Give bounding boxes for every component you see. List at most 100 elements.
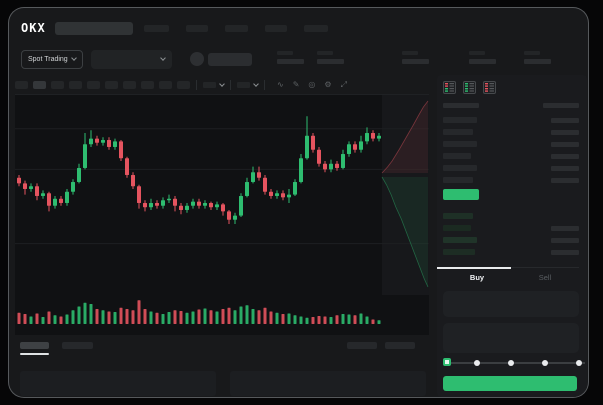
ask-amount-bar [551,141,579,147]
line-style-icon[interactable]: ∿ [277,79,284,89]
timeframe-button-5[interactable] [87,80,100,89]
header-stat-1 [277,51,304,64]
bid-price-bar [443,213,473,219]
orderbook-view-combined-icon[interactable] [443,80,456,94]
buy-sell-tabs: Buy Sell [437,267,579,287]
stat-value [524,59,551,64]
ask-price-bar [443,153,471,159]
ask-amount-bar [551,177,579,183]
nav-item-1[interactable] [143,24,169,32]
ask-row[interactable] [443,126,579,138]
amount-slider[interactable] [443,357,585,369]
bid-row[interactable] [443,234,579,246]
okx-logo: OKX [21,21,46,35]
buy-button[interactable] [443,376,577,391]
timeframe-button-10[interactable] [177,80,190,89]
header-stat-4 [469,51,496,64]
coin-avatar [189,52,204,66]
app-window: OKX Spot Trading [8,7,589,398]
candlestick-chart[interactable] [15,95,429,335]
toolbar-divider [196,79,197,90]
slider-stop-75[interactable] [542,360,548,366]
header-stat-3 [402,51,429,64]
draw-icon[interactable]: ✎ [292,79,300,89]
stat-label [469,51,485,55]
fullscreen-icon[interactable]: ⤢ [340,79,347,89]
tab-buy[interactable]: Buy [469,273,485,282]
trade-panel: Buy Sell [437,75,587,397]
stat-label [277,51,293,55]
orders-filter-1[interactable] [347,342,377,349]
orderbook-view-bids-icon[interactable] [463,80,476,94]
camera-icon[interactable]: ◎ [308,79,316,89]
header-stat-2 [317,51,344,64]
ask-row[interactable] [443,150,579,162]
slider-track [445,362,585,364]
stat-value [469,59,496,64]
last-price-indicator[interactable] [443,189,479,200]
timeframe-button-7[interactable] [123,80,136,89]
pair-selector-dropdown[interactable] [90,49,172,69]
price-column-header [443,103,479,108]
ask-amount-bar [551,117,579,123]
timeframe-button-4[interactable] [69,80,82,89]
price-input[interactable] [443,291,579,317]
bid-row[interactable] [443,246,579,258]
slider-stop-100[interactable] [576,360,582,366]
tab-sell[interactable]: Sell [538,273,552,282]
nav-item-4[interactable] [264,24,287,32]
orders-tab-2[interactable] [62,342,93,349]
ask-amount-bar [551,165,579,171]
active-tab-indicator [437,267,511,269]
orderbook-asks [443,114,579,186]
ask-price-bar [443,117,477,123]
top-header: OKX Spot Trading [9,8,588,69]
ask-row[interactable] [443,174,579,186]
amount-input[interactable] [443,323,579,353]
bid-row[interactable] [443,210,579,222]
timeframe-button-8[interactable] [141,80,154,89]
bid-amount-bar [551,237,579,243]
settings-icon[interactable]: ⚙ [324,79,332,89]
nav-item-2[interactable] [185,24,208,32]
slider-stop-50[interactable] [508,360,514,366]
slider-stop-25[interactable] [474,360,480,366]
ask-amount-bar [551,153,579,159]
stat-value [402,59,429,64]
timeframe-button-1[interactable] [15,80,28,89]
nav-item-3[interactable] [224,24,248,32]
orders-tab-active[interactable] [20,342,49,355]
spot-trading-label: Spot Trading [28,55,68,63]
indicator-dropdown[interactable] [203,80,225,88]
ask-row[interactable] [443,138,579,150]
chevron-down-icon [253,80,259,87]
bid-price-bar [443,225,471,231]
spot-trading-dropdown[interactable]: Spot Trading [21,49,83,69]
ask-amount-bar [551,129,579,135]
orders-filter-2[interactable] [385,342,415,349]
ask-price-bar [443,165,477,171]
bid-price-bar [443,249,475,255]
chart-toolbar: ∿ ✎ ◎ ⚙ ⤢ [15,75,429,95]
timeframe-button-3[interactable] [51,80,64,89]
ask-price-bar [443,129,473,135]
nav-item-5[interactable] [303,24,328,32]
bid-amount-bar [551,225,579,231]
timeframe-button-9[interactable] [159,80,172,89]
bid-row[interactable] [443,222,579,234]
bottom-panel-left [20,371,216,396]
ask-row[interactable] [443,162,579,174]
bid-price-bar [443,237,477,243]
search-input[interactable] [54,21,133,35]
main-nav [143,24,328,32]
slider-handle[interactable] [443,358,451,366]
stat-label [317,51,333,55]
timeframe-button-2[interactable] [33,80,46,89]
orderbook-view-asks-icon[interactable] [483,80,496,94]
bid-amount-bar [551,249,579,255]
chart-type-dropdown[interactable] [237,80,259,88]
stat-value [277,59,304,64]
amount-column-header [543,103,579,108]
ask-row[interactable] [443,114,579,126]
timeframe-button-6[interactable] [105,80,118,89]
